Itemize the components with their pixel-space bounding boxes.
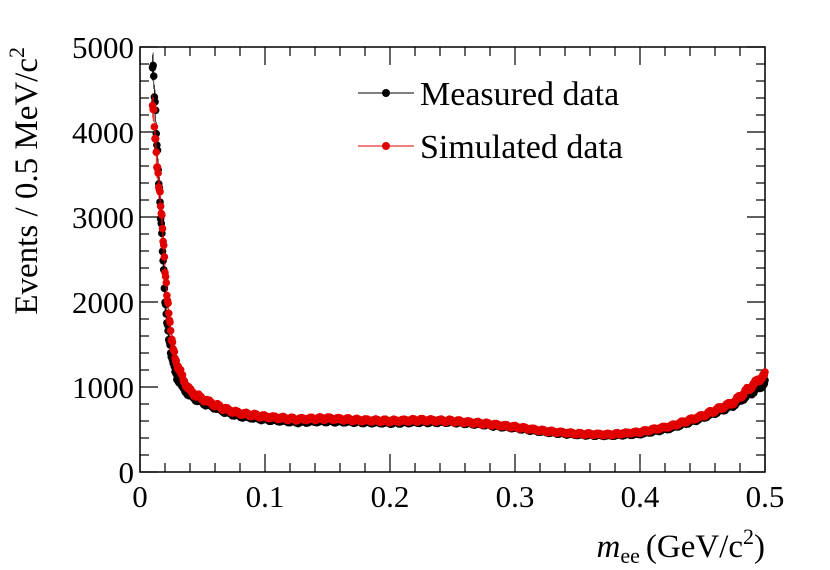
plot-frame xyxy=(139,46,766,473)
data-point xyxy=(150,122,159,131)
x-tick-label: 0.3 xyxy=(496,479,535,514)
data-point xyxy=(162,278,171,287)
data-point xyxy=(160,253,169,261)
data-point xyxy=(154,169,162,177)
x-tick-label: 0.4 xyxy=(621,479,660,514)
data-point xyxy=(164,299,172,307)
y-tick-label: 1000 xyxy=(72,370,134,405)
data-point xyxy=(151,135,160,143)
x-tick-label: 0 xyxy=(132,479,148,514)
series-simulated xyxy=(148,93,769,440)
data-point xyxy=(158,224,167,233)
data-point xyxy=(149,105,158,114)
x-tick-label: 0.5 xyxy=(746,479,785,514)
data-point xyxy=(161,272,170,281)
data-point xyxy=(159,241,168,250)
data-point xyxy=(168,338,177,346)
data-point xyxy=(153,163,162,171)
x-tick-label: 0.2 xyxy=(371,479,410,514)
data-point xyxy=(152,148,161,157)
data-point xyxy=(170,347,179,356)
y-tick-label: 5000 xyxy=(72,30,134,65)
axis-ticks xyxy=(139,46,766,473)
data-point xyxy=(156,188,164,196)
legend: Measured data Simulated data xyxy=(358,76,623,166)
legend-label-measured: Measured data xyxy=(420,76,619,113)
legend-label-simulated: Simulated data xyxy=(420,129,623,166)
legend-item-simulated: Simulated data xyxy=(358,129,623,166)
data-point xyxy=(761,368,769,376)
data-point xyxy=(158,211,166,219)
y-axis-title: Events / 0.5 MeV/c2 xyxy=(4,47,45,315)
data-point xyxy=(149,72,158,80)
data-point xyxy=(156,202,165,211)
data-point xyxy=(164,309,173,318)
legend-marker-measured xyxy=(382,89,390,97)
legend-item-measured: Measured data xyxy=(358,76,619,113)
y-tick-label: 4000 xyxy=(72,115,134,150)
series-layer xyxy=(148,52,769,441)
data-point xyxy=(166,318,174,327)
x-axis-title: mee (GeV/c2) xyxy=(597,524,766,568)
x-tick-label: 0.1 xyxy=(246,479,285,514)
y-tick-label: 3000 xyxy=(72,200,134,235)
y-tick-label: 2000 xyxy=(72,285,134,320)
data-point xyxy=(166,326,175,335)
legend-marker-simulated xyxy=(382,142,390,150)
data-point xyxy=(149,61,157,70)
axis-tick-labels: 0 0.1 0.2 0.3 0.4 0.5 0 1000 2000 3000 4000 5000 xyxy=(72,30,784,514)
y-tick-label: 0 xyxy=(119,455,135,490)
